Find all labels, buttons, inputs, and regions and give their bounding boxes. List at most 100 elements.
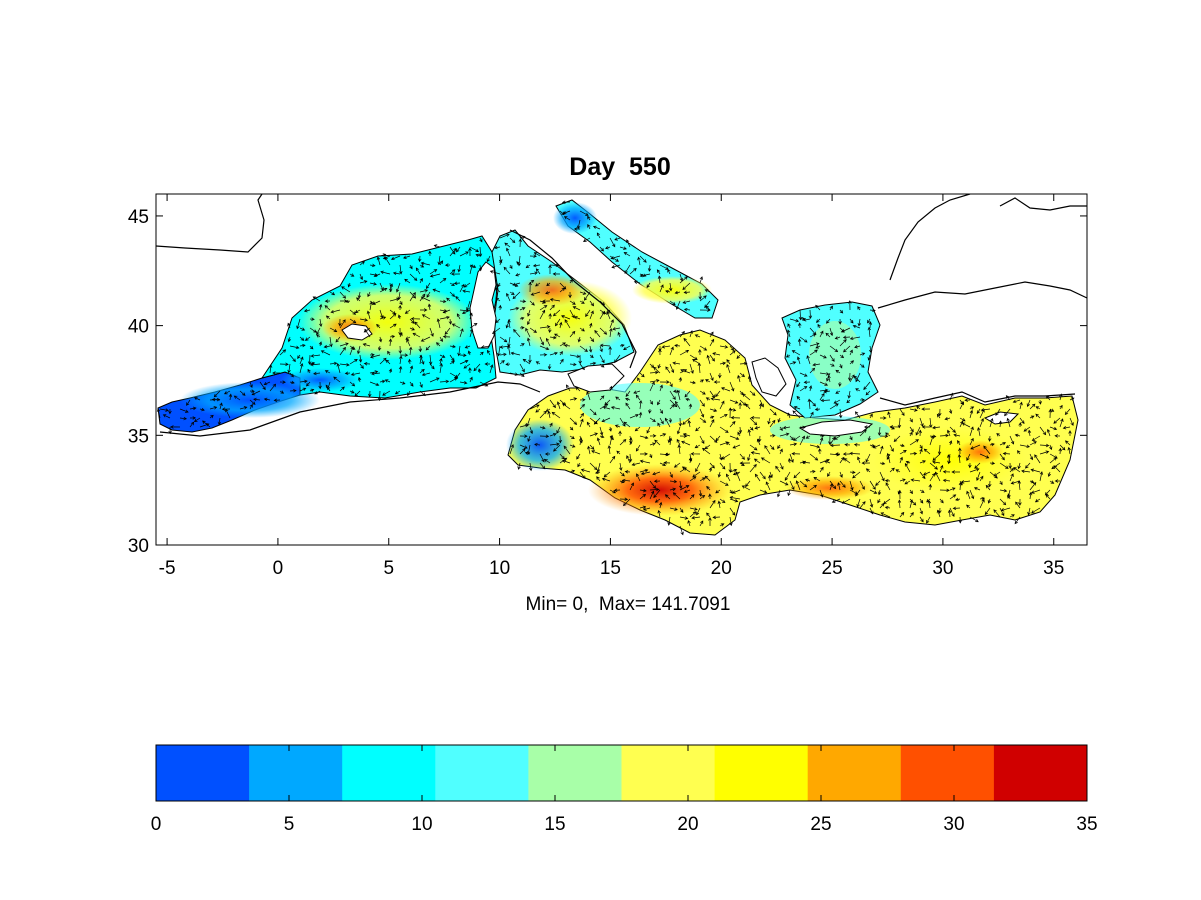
velocity-arrow — [475, 253, 481, 258]
velocity-arrow — [610, 406, 621, 410]
velocity-arrow — [507, 344, 511, 356]
velocity-arrow — [969, 516, 979, 523]
velocity-arrow — [347, 282, 351, 288]
velocity-arrow — [648, 408, 652, 414]
velocity-arrow — [1049, 480, 1055, 484]
velocity-arrow — [409, 291, 416, 302]
velocity-arrow — [795, 480, 801, 491]
velocity-arrow — [569, 300, 576, 305]
velocity-arrow — [699, 408, 705, 418]
velocity-arrow — [399, 300, 403, 306]
velocity-arrow — [1027, 507, 1031, 516]
velocity-arrow — [579, 418, 584, 428]
velocity-arrow — [909, 451, 918, 456]
velocity-arrow — [999, 441, 1007, 446]
velocity-arrow — [273, 398, 281, 403]
velocity-arrow — [677, 444, 681, 455]
velocity-arrow — [1029, 482, 1037, 491]
velocity-arrow — [330, 309, 341, 314]
velocity-arrow — [741, 485, 751, 491]
velocity-arrow — [535, 408, 541, 413]
velocity-arrow — [527, 318, 531, 326]
velocity-arrow — [553, 444, 561, 452]
velocity-arrow — [815, 345, 821, 349]
velocity-arrow — [1058, 447, 1063, 455]
velocity-arrow — [259, 381, 266, 391]
velocity-arrow — [599, 343, 611, 348]
patch-adriatic-north-blue — [553, 202, 597, 234]
velocity-arrow — [799, 317, 806, 321]
velocity-arrow — [596, 476, 601, 482]
velocity-arrow — [545, 337, 551, 347]
velocity-arrow — [251, 390, 261, 396]
velocity-arrow — [369, 282, 377, 286]
velocity-arrow — [1035, 406, 1041, 410]
velocity-arrow — [546, 282, 551, 287]
velocity-arrow — [904, 462, 911, 473]
velocity-arrow — [1059, 444, 1066, 451]
velocity-arrow — [1014, 516, 1021, 525]
velocity-arrow — [407, 390, 411, 397]
velocity-arrow — [842, 335, 851, 340]
colorbar-cell — [249, 745, 343, 801]
velocity-arrow — [1021, 469, 1031, 473]
velocity-arrow — [1013, 467, 1021, 473]
velocity-arrow — [599, 246, 604, 252]
velocity-arrow — [1064, 440, 1071, 446]
velocity-arrow — [549, 442, 560, 446]
velocity-arrow — [717, 471, 722, 478]
velocity-arrow — [548, 327, 552, 334]
velocity-arrow — [737, 374, 741, 383]
velocity-arrow — [429, 363, 435, 370]
velocity-arrow — [499, 336, 508, 343]
velocity-arrow — [669, 346, 674, 356]
velocity-arrow — [539, 305, 548, 311]
velocity-arrow — [797, 322, 802, 329]
velocity-arrow — [639, 372, 645, 378]
velocity-arrow — [559, 321, 563, 329]
patch-cyprus-orange — [956, 440, 1004, 464]
velocity-arrow — [579, 210, 589, 216]
velocity-arrow — [674, 343, 681, 348]
velocity-arrow — [559, 210, 565, 216]
velocity-arrow — [1039, 426, 1047, 436]
velocity-arrow — [489, 364, 494, 374]
velocity-arrow — [409, 327, 415, 331]
velocity-arrow — [596, 232, 601, 239]
velocity-arrow — [839, 480, 846, 488]
velocity-arrow — [558, 435, 563, 444]
velocity-arrow — [696, 507, 701, 516]
velocity-arrow — [349, 390, 355, 394]
velocity-arrow — [589, 336, 595, 343]
velocity-arrow — [787, 340, 791, 347]
velocity-arrow — [708, 517, 712, 526]
velocity-arrow — [682, 417, 691, 425]
velocity-arrow — [389, 323, 397, 329]
velocity-arrow — [1018, 422, 1022, 428]
velocity-arrow — [865, 468, 871, 473]
velocity-arrow — [506, 247, 511, 257]
velocity-arrow — [805, 478, 811, 482]
velocity-arrow — [534, 442, 541, 447]
velocity-arrow — [996, 433, 1001, 437]
velocity-arrow — [325, 384, 331, 392]
velocity-arrow — [689, 380, 696, 385]
velocity-arrow — [609, 319, 614, 329]
velocity-arrow — [955, 497, 961, 502]
velocity-arrow — [779, 426, 783, 431]
velocity-arrow — [856, 498, 861, 508]
velocity-arrow — [659, 284, 664, 293]
velocity-arrow — [618, 430, 622, 437]
velocity-arrow — [652, 471, 661, 476]
velocity-arrow — [809, 411, 814, 419]
velocity-arrow — [1008, 462, 1012, 470]
velocity-arrow — [947, 454, 951, 464]
velocity-arrow — [865, 453, 871, 463]
velocity-arrow — [789, 453, 794, 463]
velocity-arrow — [296, 318, 301, 330]
velocity-arrow — [987, 498, 992, 504]
velocity-arrow — [459, 381, 468, 385]
colorbar-tick-label: 25 — [810, 814, 831, 835]
velocity-arrow — [919, 471, 926, 480]
velocity-arrow — [776, 489, 781, 498]
